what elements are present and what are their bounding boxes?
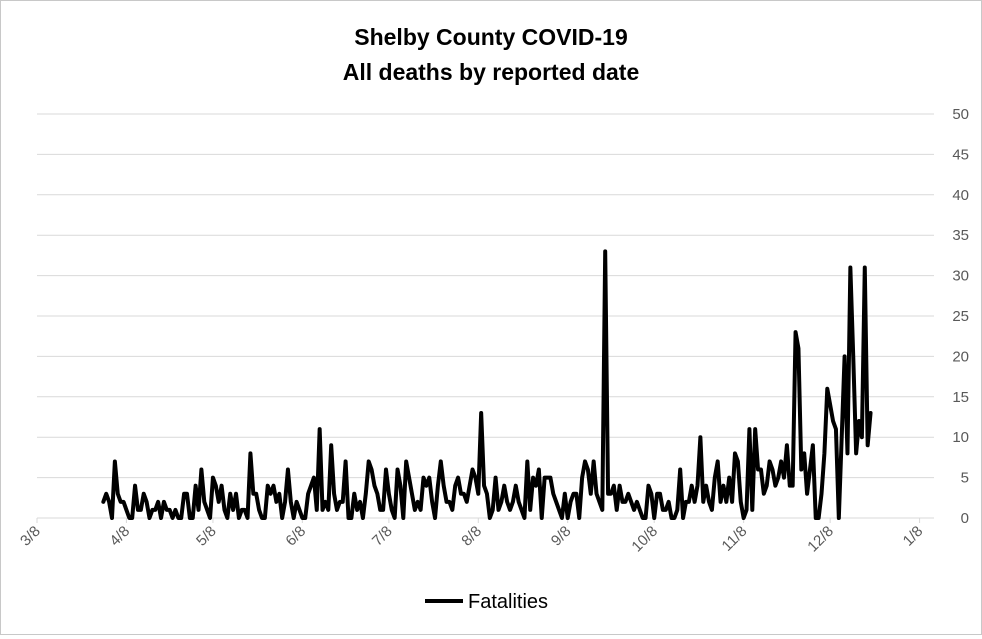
- chart-subtitle: All deaths by reported date: [343, 59, 640, 85]
- y-axis-tick-labels: 0 5 10 15 20 25 30 35 40 45 50: [952, 106, 969, 527]
- chart-title: Shelby County COVID-19: [354, 24, 627, 50]
- gridlines: [37, 113, 934, 479]
- y-tick-label-45: 45: [952, 146, 969, 163]
- series-line-fatalities: [101, 249, 873, 520]
- y-tick-label-20: 20: [952, 348, 969, 365]
- legend-label-fatalities: Fatalities: [468, 591, 548, 613]
- y-tick-label-40: 40: [952, 187, 969, 204]
- x-tick-label-10: 1/8: [900, 523, 927, 550]
- x-axis: 3/8 4/8 5/8 6/8 7/8 8/8 9/8 10/8 11/8 12/8 1/8: [17, 517, 934, 556]
- y-tick-label-10: 10: [952, 429, 969, 446]
- y-tick-label-5: 5: [961, 470, 969, 487]
- x-tick-label-6: 9/8: [548, 523, 575, 550]
- x-tick-label-2: 5/8: [193, 523, 220, 550]
- y-tick-label-15: 15: [952, 389, 969, 406]
- x-tick-label-5: 8/8: [458, 523, 485, 550]
- x-tick-label-0: 3/8: [17, 523, 44, 550]
- x-tick-label-1: 4/8: [106, 523, 133, 550]
- x-tick-label-4: 7/8: [369, 523, 396, 550]
- series-group: [101, 249, 873, 520]
- y-tick-label-35: 35: [952, 227, 969, 244]
- x-tick-label-8: 11/8: [719, 523, 751, 555]
- x-tick-label-7: 10/8: [628, 523, 661, 556]
- legend: Fatalities: [425, 591, 548, 613]
- y-tick-label-50: 50: [952, 106, 969, 123]
- y-tick-label-30: 30: [952, 268, 969, 285]
- y-tick-label-0: 0: [961, 510, 969, 527]
- x-tick-label-9: 12/8: [804, 523, 837, 556]
- y-tick-label-25: 25: [952, 308, 969, 325]
- x-tick-label-3: 6/8: [282, 523, 309, 550]
